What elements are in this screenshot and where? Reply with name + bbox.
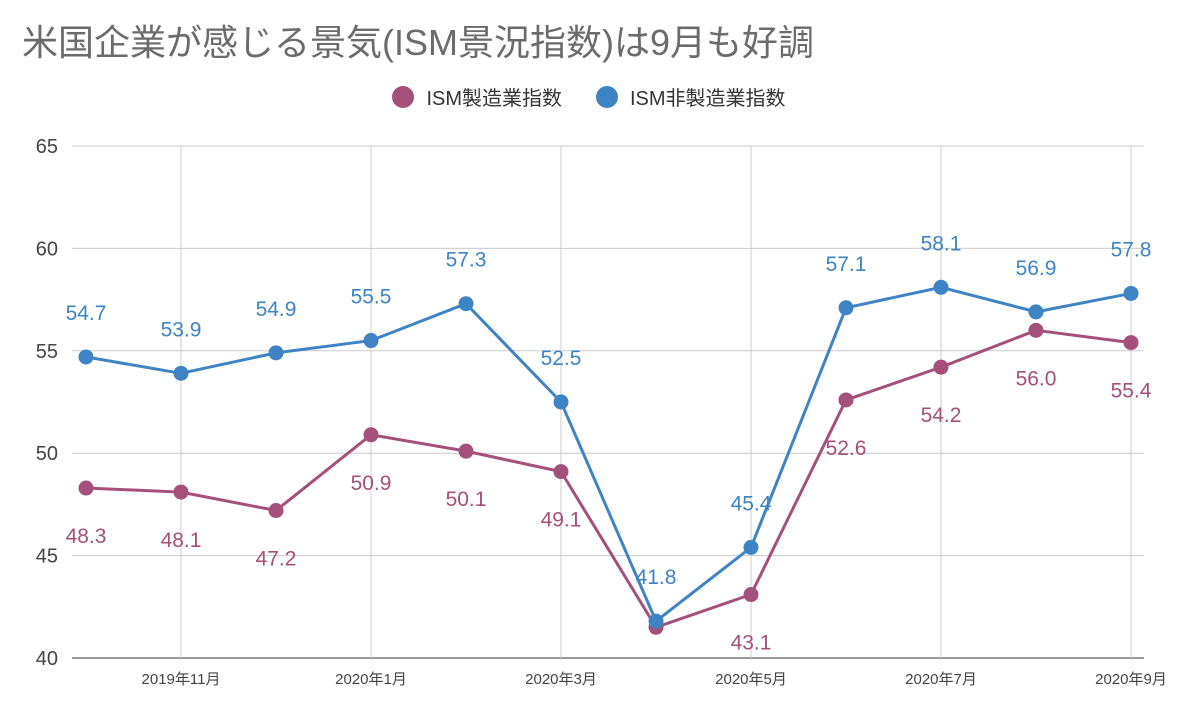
data-label-0: 49.1 bbox=[541, 509, 582, 532]
data-label-1: 58.1 bbox=[921, 232, 962, 255]
data-point-1 bbox=[838, 300, 854, 316]
legend-marker-non-manufacturing bbox=[596, 85, 618, 108]
data-label-0: 56.0 bbox=[1016, 367, 1057, 390]
legend-label-non-manufacturing: ISM非製造業指数 bbox=[630, 88, 786, 110]
data-label-1: 45.4 bbox=[731, 492, 772, 515]
data-label-0: 54.2 bbox=[921, 404, 962, 427]
y-tick-label: 50 bbox=[36, 443, 58, 465]
data-point-0 bbox=[1123, 335, 1139, 351]
y-tick-label: 60 bbox=[36, 238, 58, 260]
data-label-1: 54.7 bbox=[66, 302, 107, 325]
data-point-0 bbox=[553, 464, 569, 480]
data-label-0: 52.6 bbox=[826, 437, 867, 460]
data-point-0 bbox=[1028, 322, 1044, 338]
data-label-1: 55.5 bbox=[351, 286, 392, 309]
data-label-0: 43.1 bbox=[731, 632, 772, 655]
series-line-1 bbox=[85, 285, 1132, 623]
data-label-1: 54.9 bbox=[256, 298, 297, 321]
data-label-0: 48.1 bbox=[161, 529, 202, 552]
chart-legend: ISM製造業指数 ISM非製造業指数 bbox=[0, 82, 1178, 111]
data-label-1: 56.9 bbox=[1016, 257, 1057, 280]
data-label-1: 52.5 bbox=[541, 347, 582, 370]
data-point-1 bbox=[78, 349, 94, 365]
x-tick-label: 2020年5月 bbox=[715, 671, 787, 688]
data-point-1 bbox=[648, 613, 664, 629]
data-point-1 bbox=[458, 296, 474, 312]
data-label-1: 57.1 bbox=[826, 253, 867, 276]
chart-title: 米国企業が感じる景気(ISM景況指数)は9月も好調 bbox=[22, 22, 815, 63]
data-point-1 bbox=[553, 394, 569, 410]
data-point-1 bbox=[173, 365, 189, 381]
data-point-1 bbox=[933, 279, 949, 295]
data-point-0 bbox=[268, 503, 284, 519]
x-tick-label: 2020年1月 bbox=[335, 671, 407, 688]
data-point-1 bbox=[743, 539, 759, 555]
x-tick-label: 2019年11月 bbox=[142, 671, 221, 688]
y-tick-label: 45 bbox=[36, 546, 58, 568]
data-point-0 bbox=[838, 392, 854, 408]
data-point-1 bbox=[1028, 304, 1044, 320]
data-label-0: 50.9 bbox=[351, 472, 392, 495]
data-point-0 bbox=[743, 587, 759, 603]
data-label-1: 53.9 bbox=[161, 318, 202, 341]
y-tick-label: 40 bbox=[36, 648, 58, 670]
x-tick-label: 2020年3月 bbox=[525, 671, 597, 688]
x-tick-label: 2020年7月 bbox=[905, 671, 977, 688]
y-tick-label: 65 bbox=[36, 136, 58, 158]
data-label-0: 47.2 bbox=[256, 548, 297, 571]
data-point-0 bbox=[363, 427, 379, 443]
legend-marker-manufacturing bbox=[392, 85, 415, 108]
data-label-1: 57.8 bbox=[1111, 238, 1152, 261]
data-point-1 bbox=[1123, 285, 1139, 301]
data-point-0 bbox=[933, 359, 949, 375]
data-label-0: 50.1 bbox=[446, 488, 487, 511]
data-point-0 bbox=[458, 443, 474, 459]
data-point-1 bbox=[363, 333, 379, 349]
data-label-0: 55.4 bbox=[1111, 380, 1152, 403]
data-point-1 bbox=[268, 345, 284, 361]
legend-item-manufacturing: ISM製造業指数 bbox=[392, 82, 562, 111]
data-label-1: 57.3 bbox=[446, 249, 487, 272]
data-label-0: 48.3 bbox=[66, 525, 107, 548]
series-line-0 bbox=[85, 328, 1132, 629]
y-tick-label: 55 bbox=[36, 341, 58, 363]
x-tick-label: 2020年9月 bbox=[1095, 671, 1167, 688]
legend-label-manufacturing: ISM製造業指数 bbox=[426, 88, 562, 110]
data-point-0 bbox=[78, 480, 94, 496]
legend-item-non-manufacturing: ISM非製造業指数 bbox=[596, 82, 786, 111]
data-label-1: 41.8 bbox=[636, 566, 677, 589]
data-point-0 bbox=[173, 484, 189, 500]
